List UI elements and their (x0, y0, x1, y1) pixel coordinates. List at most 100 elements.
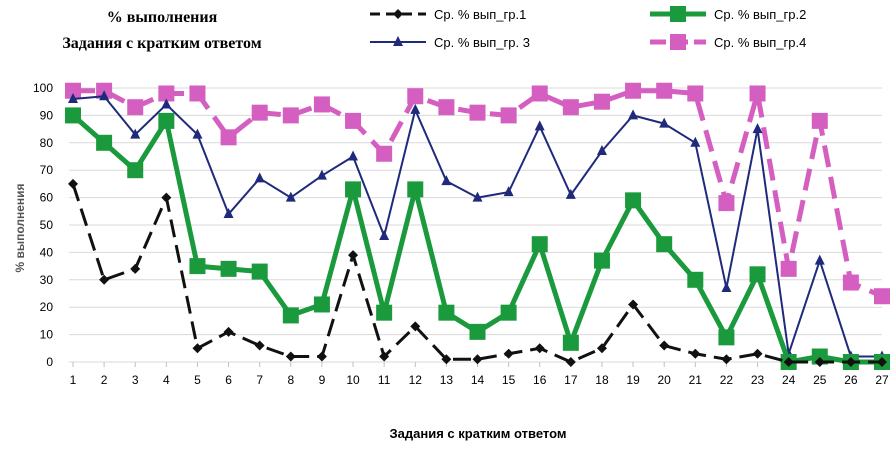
y-tick-label: 30 (40, 273, 54, 287)
data-point (842, 274, 859, 291)
data-point (472, 354, 483, 365)
data-point (282, 307, 299, 324)
x-tick-label: 19 (626, 373, 640, 387)
data-point (687, 271, 704, 288)
data-point (130, 263, 141, 274)
data-point (565, 357, 576, 367)
data-point (313, 96, 330, 113)
data-point (500, 304, 517, 321)
data-point (752, 123, 763, 134)
data-point (158, 85, 175, 102)
x-tick-label: 9 (319, 373, 326, 387)
data-point (752, 348, 763, 359)
series-layer (65, 82, 890, 370)
data-point (656, 82, 673, 99)
legend-item-4: Ср. % вып_гр.4 (650, 34, 806, 50)
data-point (407, 181, 424, 198)
data-point (99, 274, 110, 285)
data-point (656, 236, 673, 253)
data-point (659, 117, 670, 128)
data-point (282, 107, 299, 124)
chart-title-line-2: Задания с кратким ответом (62, 35, 261, 52)
data-point (192, 128, 203, 139)
data-point (65, 82, 81, 99)
legend-label: Ср. % вып_гр.1 (434, 7, 526, 22)
x-axis-ticks: 1 2 3 4 5 6 7 8 9 10 11 12 13 14 15 16 17 18 19 20 21 22 23 24 2… (70, 362, 889, 387)
y-tick-label: 0 (46, 355, 53, 369)
data-point (562, 334, 579, 351)
data-point (345, 181, 362, 198)
data-point (562, 99, 579, 116)
series-line (71, 183, 882, 364)
legend-item-1: Ср. % вып_гр.1 (370, 7, 526, 22)
data-point (845, 357, 856, 367)
x-tick-label: 5 (194, 373, 201, 387)
y-tick-label: 100 (33, 81, 53, 95)
data-point (316, 351, 327, 362)
data-point (534, 343, 545, 354)
data-point (345, 112, 362, 129)
data-point (348, 150, 359, 161)
data-point (749, 266, 766, 283)
legend: Ср. % вып_гр.1 Ср. % вып_гр.2 Ср. % вып_гр… (370, 6, 806, 50)
y-tick-label: 70 (40, 163, 54, 177)
x-tick-label: 11 (378, 373, 391, 387)
data-point (749, 85, 766, 102)
data-point (192, 343, 203, 354)
data-point (690, 348, 701, 359)
data-point (348, 250, 359, 261)
data-point (628, 299, 639, 310)
data-point (469, 104, 486, 121)
data-point (189, 258, 206, 275)
data-point (254, 172, 265, 183)
legend-label: Ср. % вып_гр.4 (714, 35, 806, 50)
data-point (670, 6, 686, 22)
data-point (721, 354, 732, 365)
data-point (161, 98, 172, 109)
data-point (376, 304, 393, 321)
data-point (223, 208, 234, 219)
x-tick-label: 17 (564, 373, 578, 387)
x-tick-label: 22 (720, 373, 734, 387)
data-point (628, 109, 639, 120)
data-point (596, 145, 607, 156)
y-tick-label: 90 (40, 108, 54, 122)
chart-title-line-1: % выполнения (107, 9, 218, 26)
data-point (721, 282, 732, 293)
x-tick-label: 23 (751, 373, 765, 387)
data-point (68, 178, 78, 189)
legend-item-2: Ср. % вып_гр.2 (650, 6, 806, 22)
data-point (407, 88, 424, 105)
y-tick-label: 20 (40, 300, 54, 314)
data-point (65, 107, 81, 124)
data-point (877, 357, 887, 367)
x-tick-label: 16 (533, 373, 547, 387)
data-point (220, 129, 237, 146)
x-tick-label: 26 (844, 373, 858, 387)
x-tick-label: 27 (875, 373, 889, 387)
y-tick-label: 80 (40, 136, 54, 150)
data-point (189, 85, 206, 102)
data-point (127, 99, 144, 116)
x-tick-label: 24 (782, 373, 796, 387)
y-axis-label: % выполнения (13, 183, 27, 272)
data-point (393, 9, 403, 19)
data-point (438, 304, 455, 321)
data-point (251, 104, 268, 121)
data-point (313, 296, 330, 313)
data-point (593, 93, 610, 110)
data-point (814, 254, 825, 265)
x-tick-label: 2 (101, 373, 108, 387)
data-point (625, 82, 642, 99)
data-point (659, 340, 670, 351)
data-point (670, 34, 686, 50)
data-point (376, 145, 393, 162)
data-point (379, 229, 390, 240)
data-point (127, 162, 144, 179)
series-2 (65, 107, 890, 370)
x-tick-label: 10 (346, 373, 360, 387)
x-tick-label: 6 (225, 373, 232, 387)
data-point (158, 112, 175, 129)
y-tick-label: 50 (40, 218, 54, 232)
